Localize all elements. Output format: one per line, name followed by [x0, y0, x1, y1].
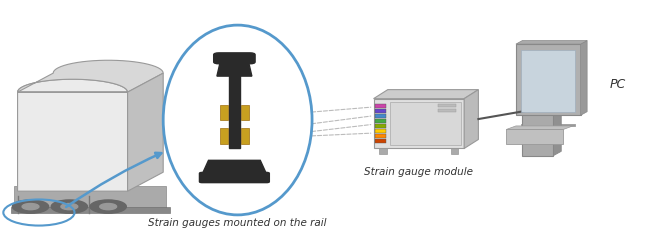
- Polygon shape: [523, 61, 561, 66]
- Ellipse shape: [163, 25, 312, 215]
- FancyBboxPatch shape: [200, 172, 269, 183]
- Bar: [376, 139, 386, 143]
- Bar: [376, 109, 386, 113]
- Polygon shape: [18, 60, 163, 92]
- Text: R$_4$: R$_4$: [252, 129, 265, 143]
- Bar: [376, 124, 386, 128]
- Circle shape: [99, 204, 116, 210]
- Polygon shape: [553, 61, 561, 156]
- Bar: [438, 109, 456, 112]
- Text: R$_1$: R$_1$: [203, 105, 217, 119]
- Circle shape: [61, 204, 78, 210]
- Circle shape: [90, 200, 126, 213]
- Polygon shape: [202, 160, 266, 174]
- Bar: [380, 148, 387, 154]
- Bar: [521, 50, 575, 112]
- Circle shape: [51, 200, 88, 213]
- Bar: [220, 105, 228, 120]
- Bar: [374, 99, 464, 149]
- Bar: [220, 128, 228, 144]
- Bar: [376, 129, 386, 133]
- Polygon shape: [580, 41, 587, 115]
- Bar: [241, 128, 249, 144]
- Bar: [390, 102, 461, 145]
- Text: R$_3$: R$_3$: [252, 105, 265, 119]
- Circle shape: [12, 200, 49, 213]
- Bar: [14, 186, 166, 208]
- FancyBboxPatch shape: [214, 53, 255, 64]
- Text: R$_2$: R$_2$: [203, 129, 217, 143]
- Circle shape: [22, 204, 39, 210]
- Bar: [241, 105, 249, 120]
- Polygon shape: [516, 41, 587, 44]
- Bar: [11, 207, 170, 212]
- Bar: [450, 148, 458, 154]
- Bar: [376, 104, 386, 108]
- Bar: [506, 130, 563, 144]
- Bar: [376, 114, 386, 118]
- Text: Strain gauge module: Strain gauge module: [365, 167, 473, 177]
- Bar: [376, 119, 386, 123]
- Bar: [229, 75, 240, 149]
- Polygon shape: [127, 73, 163, 191]
- Polygon shape: [18, 79, 127, 191]
- Text: PC: PC: [610, 78, 626, 91]
- Polygon shape: [374, 90, 478, 99]
- Text: Strain gauges mounted on the rail: Strain gauges mounted on the rail: [148, 218, 327, 228]
- Bar: [516, 44, 580, 115]
- Bar: [438, 104, 456, 107]
- Bar: [376, 134, 386, 138]
- Polygon shape: [506, 126, 573, 130]
- Bar: [523, 66, 553, 156]
- Polygon shape: [217, 60, 252, 76]
- Polygon shape: [464, 90, 478, 149]
